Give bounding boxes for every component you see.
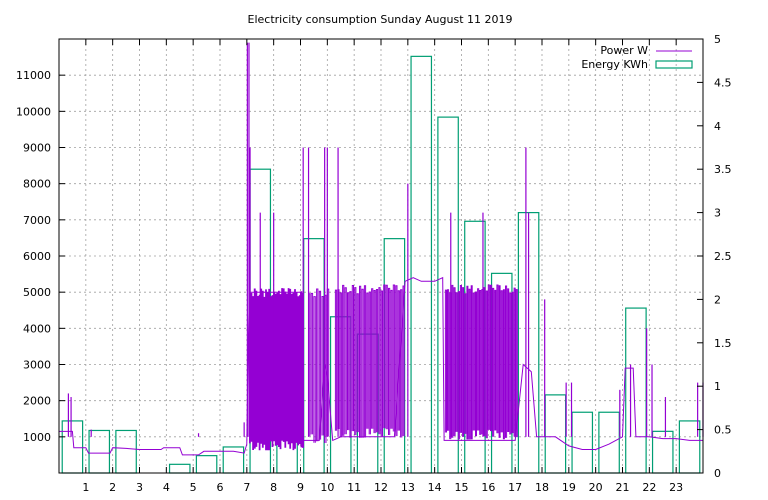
x-tick-label: 4: [163, 481, 170, 494]
energy-bar: [410, 55, 433, 474]
y-tick-label: 11000: [16, 69, 51, 82]
y-tick-label: 5000: [23, 286, 51, 299]
x-tick-label: 2: [109, 481, 116, 494]
x-tick-label: 7: [243, 481, 250, 494]
chart-title: Electricity consumption Sunday August 11…: [248, 13, 513, 26]
legend-power-label: Power W: [600, 44, 648, 57]
x-tick-label: 15: [455, 481, 469, 494]
y-tick-label: 10000: [16, 105, 51, 118]
x-tick-label: 11: [347, 481, 361, 494]
x-tick-label: 22: [642, 481, 656, 494]
x-tick-label: 5: [190, 481, 197, 494]
axes: 1 2 3 4 5 6 7 8 9 10 11 12 13 14 15 16 17 18 19 20 21 22 23100…: [16, 33, 732, 494]
y2-tick-label: 1: [714, 380, 721, 393]
energy-bar: [115, 429, 137, 474]
y2-tick-label: 4.5: [714, 76, 732, 89]
y2-tick-label: 4: [714, 120, 721, 133]
y2-tick-label: 0: [714, 467, 721, 480]
energy-bar: [544, 394, 567, 474]
y-tick-label: 3000: [23, 359, 51, 372]
energy-bar: [571, 411, 594, 474]
energy-bar: [678, 420, 701, 474]
y-tick-label: 6000: [23, 250, 51, 263]
x-tick-label: 12: [374, 481, 388, 494]
plot-border: [58, 38, 704, 474]
legend: Power W Energy KWh: [581, 44, 693, 71]
x-tick-label: 10: [320, 481, 334, 494]
x-tick-label: 14: [428, 481, 442, 494]
y2-tick-label: 0.5: [714, 424, 732, 437]
x-tick-label: 6: [217, 481, 224, 494]
x-tick-label: 16: [481, 481, 495, 494]
x-tick-label: 8: [270, 481, 277, 494]
power-line: [59, 276, 703, 456]
y-tick-label: 8000: [23, 178, 51, 191]
energy-bar: [168, 463, 191, 474]
y-tick-label: 9000: [23, 142, 51, 155]
power-dense-region: [334, 284, 405, 438]
energy-bar: [598, 411, 620, 474]
power-dense-region: [249, 288, 304, 451]
y2-tick-label: 2: [714, 293, 721, 306]
energy-bar: [61, 420, 84, 474]
x-tick-label: 23: [669, 481, 683, 494]
y-tick-label: 7000: [23, 214, 51, 227]
y-tick-label: 4000: [23, 322, 51, 335]
legend-energy-label: Energy KWh: [581, 58, 648, 71]
x-tick-label: 13: [401, 481, 415, 494]
power-dense-region: [308, 288, 330, 443]
y2-tick-label: 3: [714, 207, 721, 220]
y2-tick-label: 2.5: [714, 250, 732, 263]
x-tick-label: 18: [535, 481, 549, 494]
x-tick-label: 17: [508, 481, 522, 494]
y2-tick-label: 1.5: [714, 337, 732, 350]
y2-tick-label: 3.5: [714, 163, 732, 176]
power-dense-region: [444, 284, 518, 440]
x-tick-label: 20: [589, 481, 603, 494]
x-tick-label: 3: [136, 481, 143, 494]
x-tick-label: 1: [82, 481, 89, 494]
x-tick-label: 19: [562, 481, 576, 494]
y-tick-label: 2000: [23, 395, 51, 408]
energy-bar: [195, 455, 218, 474]
y2-tick-label: 5: [714, 33, 721, 46]
legend-energy-swatch: [655, 60, 693, 69]
x-tick-label: 9: [297, 481, 304, 494]
energy-bar: [625, 307, 647, 474]
power-series: [59, 42, 704, 456]
y-tick-label: 1000: [23, 431, 51, 444]
x-tick-label: 21: [616, 481, 630, 494]
